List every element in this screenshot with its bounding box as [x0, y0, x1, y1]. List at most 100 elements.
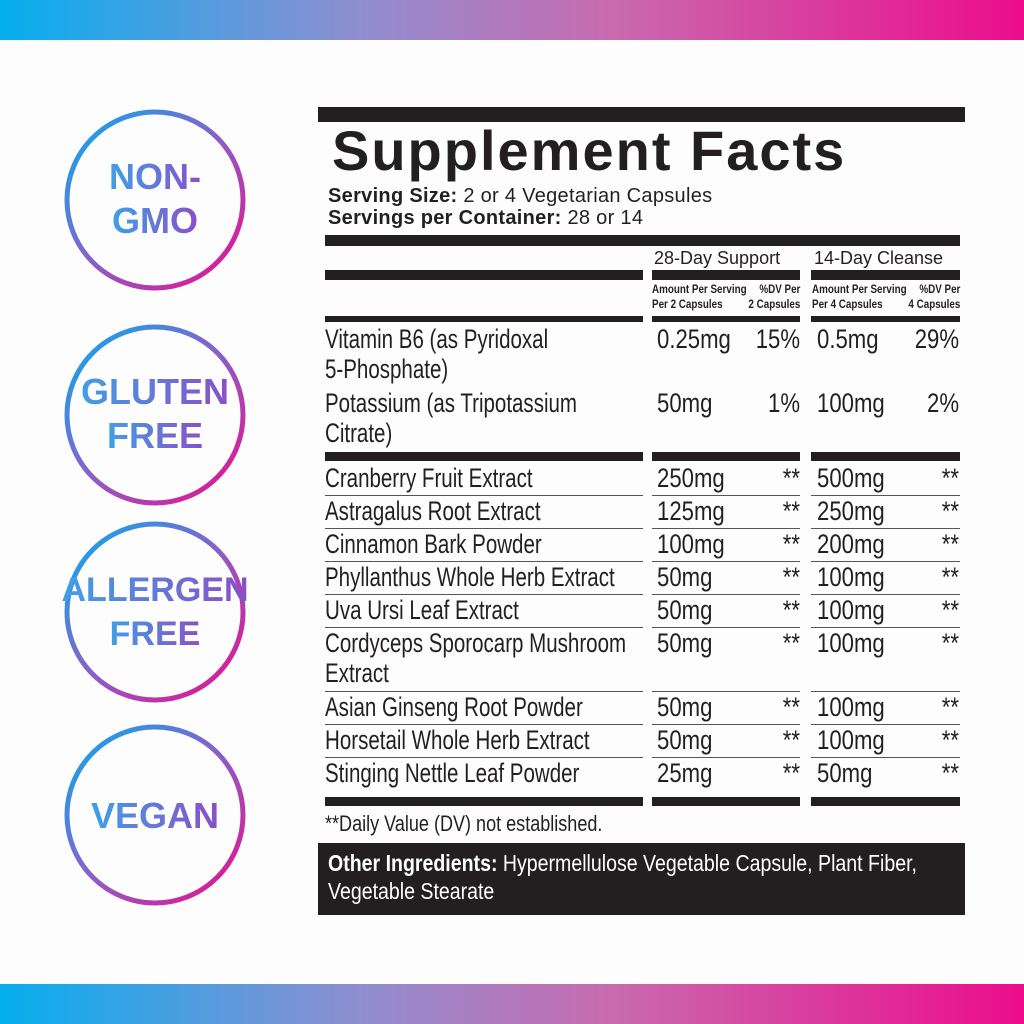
nutrient-row: Astragalus Root Extract 125mg ** 250mg *… [318, 496, 965, 529]
row-separator [325, 495, 643, 496]
nutrient-name: Potassium (as Tripotassium Citrate) [325, 388, 578, 448]
divider [652, 797, 800, 806]
nutrient-row: Asian Ginseng Root Powder 50mg ** 100mg … [318, 692, 965, 725]
nutrient-name: Cordyceps Sporocarp Mushroom Extract [325, 628, 627, 688]
amount-14-day: 100mg [817, 725, 885, 755]
row-separator [325, 528, 643, 529]
badge-gluten-free: GLUTEN FREE [62, 322, 248, 508]
serving-size: Serving Size: 2 or 4 Vegetarian Capsules [328, 185, 713, 207]
amount-28-day: 125mg [657, 496, 725, 526]
nutrient-row: Potassium (as Tripotassium Citrate) 50mg … [318, 388, 965, 451]
row-separator [652, 561, 800, 562]
divider [325, 797, 643, 806]
amount-14-day: 200mg [817, 529, 885, 559]
dv-14-day: ** [941, 725, 959, 755]
row-separator [811, 528, 960, 529]
amount-14-day: 100mg [817, 692, 885, 722]
badge-text: FREE [110, 615, 201, 653]
amount-28-day: 25mg [657, 758, 713, 788]
dv-14-day: ** [941, 628, 959, 658]
dv-14-day: 2% [926, 388, 959, 418]
dv-14-day: ** [941, 595, 959, 625]
dv-28-day: ** [782, 562, 800, 592]
amount-28-day: 100mg [657, 529, 725, 559]
divider [811, 452, 960, 461]
amount-28-day: 50mg [657, 725, 713, 755]
amount-14-day: 100mg [817, 628, 885, 658]
col1-dv-header: %DV Per 2 Capsules [748, 282, 800, 311]
row-separator [652, 724, 800, 725]
amount-14-day: 100mg [817, 595, 885, 625]
nutrient-row: Uva Ursi Leaf Extract 50mg ** 100mg ** [318, 595, 965, 628]
badge-text: NON- [109, 156, 201, 197]
amount-28-day: 250mg [657, 463, 725, 493]
nutrient-name: Uva Ursi Leaf Extract [325, 595, 519, 625]
nutrient-name: Vitamin B6 (as Pyridoxal 5-Phosphate) [325, 324, 549, 384]
divider [325, 452, 643, 461]
amount-14-day: 100mg [817, 388, 885, 418]
divider [652, 452, 800, 461]
badge-text: GLUTEN [81, 371, 229, 412]
nutrient-row: Phyllanthus Whole Herb Extract 50mg ** 1… [318, 562, 965, 595]
row-separator [325, 724, 643, 725]
dv-28-day: ** [782, 628, 800, 658]
other-ingredients: Other Ingredients: Hypermellulose Vegeta… [318, 843, 965, 915]
badge-allergen-free: ALLERGEN FREE [62, 519, 249, 705]
dv-14-day: ** [941, 562, 959, 592]
top-gradient-bar [0, 0, 1024, 40]
nutrient-name: Stinging Nettle Leaf Powder [325, 758, 580, 788]
nutrient-name: Horsetail Whole Herb Extract [325, 725, 590, 755]
divider [318, 107, 965, 122]
row-separator [811, 627, 960, 628]
amount-14-day: 500mg [817, 463, 885, 493]
amount-28-day: 0.25mg [657, 324, 731, 354]
servings-per-container: Servings per Container: 28 or 14 [328, 207, 644, 229]
dv-28-day: ** [782, 725, 800, 755]
nutrient-row: Vitamin B6 (as Pyridoxal 5-Phosphate) 0.2… [318, 324, 965, 387]
row-separator [811, 691, 960, 692]
row-separator [652, 528, 800, 529]
divider [811, 270, 960, 280]
badge-circle-icon: ALLERGEN FREE [62, 521, 249, 703]
divider [811, 316, 960, 322]
amount-14-day: 0.5mg [817, 324, 879, 354]
dv-28-day: ** [782, 496, 800, 526]
row-separator [325, 627, 643, 628]
row-separator [325, 691, 643, 692]
divider [652, 270, 800, 280]
dv-28-day: 1% [767, 388, 800, 418]
row-separator [652, 627, 800, 628]
amount-14-day: 100mg [817, 562, 885, 592]
dv-14-day: ** [941, 758, 959, 788]
badge-vegan: VEGAN [62, 722, 248, 908]
dv-14-day: ** [941, 692, 959, 722]
badge-text: FREE [107, 415, 203, 456]
divider [811, 797, 960, 806]
row-separator [811, 724, 960, 725]
badge-text: VEGAN [91, 795, 219, 836]
dv-14-day: 29% [914, 324, 959, 354]
badge-circle-icon: NON-GMO [64, 109, 246, 291]
row-separator [652, 594, 800, 595]
nutrient-name: Cranberry Fruit Extract [325, 463, 533, 493]
nutrient-name: Cinnamon Bark Powder [325, 529, 542, 559]
dv-14-day: ** [941, 463, 959, 493]
label-title: Supplement Facts [332, 119, 847, 182]
amount-28-day: 50mg [657, 628, 713, 658]
amount-14-day: 50mg [817, 758, 873, 788]
divider [325, 270, 643, 280]
amount-28-day: 50mg [657, 388, 713, 418]
dv-28-day: ** [782, 692, 800, 722]
divider [652, 316, 800, 322]
row-separator [325, 594, 643, 595]
col1-amount-header: Amount Per Serving Per 2 Capsules [652, 282, 747, 311]
nutrient-row: Horsetail Whole Herb Extract 50mg ** 100… [318, 725, 965, 758]
row-separator [652, 495, 800, 496]
nutrient-row: Cinnamon Bark Powder 100mg ** 200mg ** [318, 529, 965, 562]
amount-28-day: 50mg [657, 562, 713, 592]
nutrient-name: Astragalus Root Extract [325, 496, 541, 526]
dv-28-day: ** [782, 463, 800, 493]
dv-28-day: ** [782, 595, 800, 625]
dv-28-day: ** [782, 758, 800, 788]
supplement-facts-label: Supplement Facts Serving Size: 2 or 4 Ve… [318, 107, 965, 915]
